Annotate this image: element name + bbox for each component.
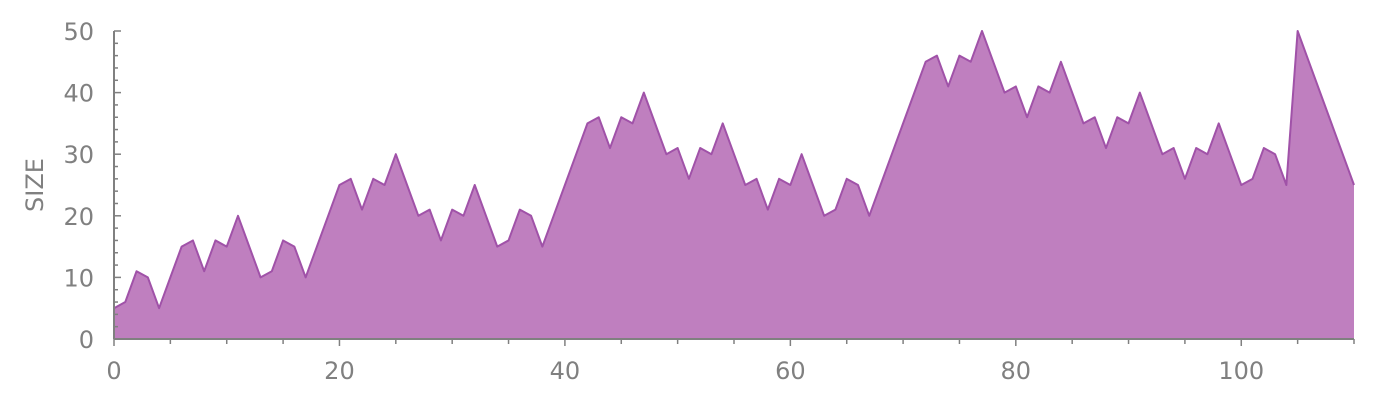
plot-area bbox=[113, 30, 1355, 339]
x-axis: 0 20 40 60 80 100 bbox=[106, 339, 1264, 385]
y-axis: 0 10 20 30 40 50 bbox=[63, 18, 121, 354]
y-tick-label: 30 bbox=[63, 141, 94, 169]
area-fill bbox=[114, 31, 1354, 339]
x-tick-label: 80 bbox=[1001, 357, 1032, 385]
x-tick-label: 20 bbox=[324, 357, 355, 385]
y-tick-label: 50 bbox=[63, 18, 94, 46]
y-tick-label: 0 bbox=[79, 326, 94, 354]
x-tick-label: 0 bbox=[106, 357, 121, 385]
x-tick-label: 100 bbox=[1218, 357, 1264, 385]
y-tick-label: 20 bbox=[63, 203, 94, 231]
x-tick-label: 60 bbox=[775, 357, 806, 385]
area-line bbox=[113, 30, 1355, 310]
y-tick-label: 10 bbox=[63, 264, 94, 292]
y-tick-label: 40 bbox=[63, 80, 94, 108]
y-axis-title: SIZE bbox=[21, 158, 49, 212]
x-tick-label: 40 bbox=[550, 357, 581, 385]
